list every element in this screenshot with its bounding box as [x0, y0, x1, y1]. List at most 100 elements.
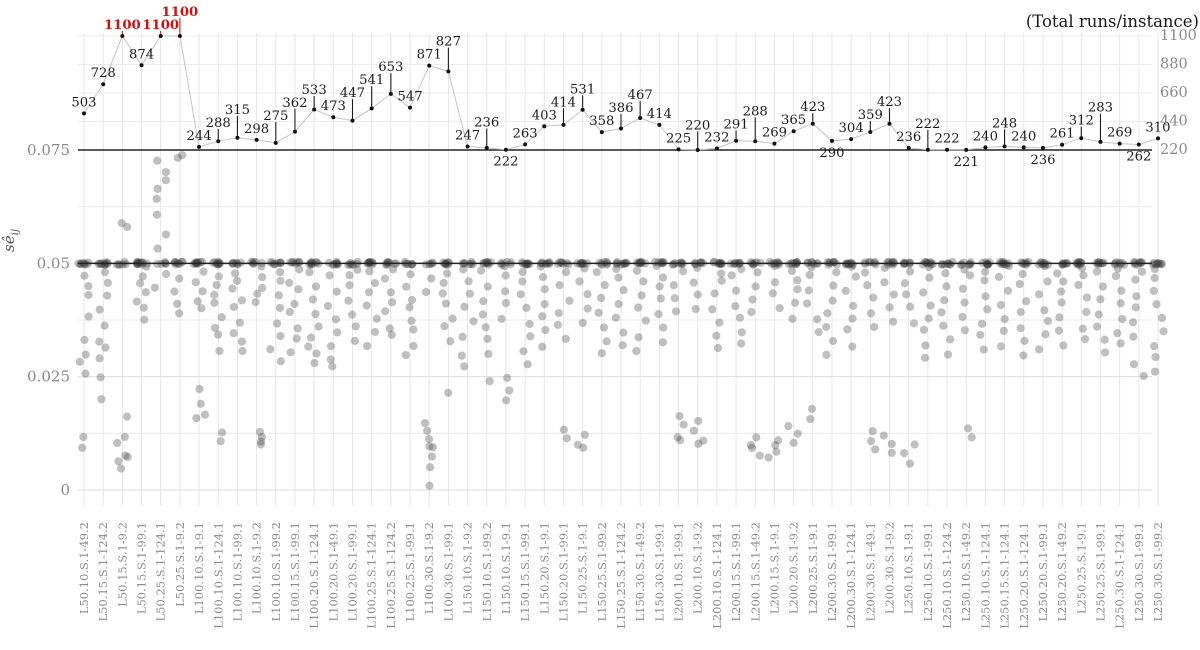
se-point [1043, 277, 1052, 286]
se-point [1149, 286, 1158, 295]
se-point [503, 258, 512, 267]
se-point [469, 317, 478, 326]
runs-value-label: 310 [1145, 120, 1170, 135]
se-point [580, 264, 589, 273]
se-point [1081, 335, 1090, 344]
se-point [237, 337, 247, 346]
x-tick-label: L100.30.S.1-9.2 [422, 522, 436, 614]
se-point [95, 337, 104, 346]
se-point [727, 271, 736, 280]
se-point [673, 432, 682, 442]
runs-value-label: 414 [647, 107, 672, 122]
se-point [926, 258, 935, 267]
se-point [641, 316, 650, 325]
runs-point [408, 105, 413, 110]
se-point [287, 258, 297, 267]
se-point [518, 267, 527, 277]
runs-point [235, 135, 240, 140]
left-tick-label: 0.025 [27, 368, 70, 386]
se-point [1059, 277, 1068, 286]
runs-value-label: 236 [1030, 153, 1055, 168]
se-point [618, 341, 627, 350]
se-point [561, 334, 570, 343]
runs-value-label: 1100 [142, 18, 179, 33]
se-point [1153, 259, 1162, 268]
se-point [885, 303, 894, 312]
x-tick-label: L100.20.S.1-124.1 [307, 522, 321, 629]
se-point [937, 308, 946, 317]
se-point [293, 324, 302, 333]
se-point [311, 258, 320, 267]
se-point [312, 349, 321, 358]
se-point [286, 258, 295, 267]
se-point [1157, 259, 1167, 268]
se-point [677, 260, 686, 269]
se-point [828, 296, 837, 305]
se-point [963, 424, 973, 433]
se-point [669, 260, 678, 269]
se-point [1000, 314, 1009, 324]
se-point [538, 272, 548, 282]
se-point [325, 271, 334, 280]
se-point [565, 296, 574, 305]
se-point [333, 260, 342, 269]
se-point [751, 282, 760, 291]
runs-value-label: 467 [628, 88, 653, 103]
runs-value-label: 222 [493, 155, 518, 170]
se-point [444, 388, 453, 397]
se-point [960, 326, 969, 335]
se-point [807, 404, 817, 413]
x-tick-label: L250.30.S.1-99.1 [1132, 522, 1146, 621]
se-point [656, 294, 665, 303]
se-point [1133, 260, 1142, 269]
runs-point [139, 63, 144, 68]
se-point [861, 258, 870, 267]
se-point [1020, 336, 1029, 345]
runs-value-label: 283 [1088, 101, 1113, 116]
se-point [999, 326, 1008, 335]
se-point [305, 260, 314, 269]
x-tick-label: L50.15.S.1-9.2 [115, 522, 129, 607]
se-point [564, 260, 573, 269]
se-point [1111, 271, 1120, 281]
x-tick-label: L200.25.S.1-9.1 [806, 522, 820, 614]
se-point [484, 260, 493, 269]
runs-point [331, 115, 336, 120]
se-point [295, 257, 304, 266]
runs-point [753, 139, 758, 144]
runs-point [273, 140, 278, 145]
se-point [967, 433, 976, 442]
se-point [310, 359, 319, 368]
runs-value-label: 269 [762, 126, 787, 141]
left-axis-tick-labels: 0 0.025 0.05 0.075 [27, 141, 70, 499]
runs-value-label: 874 [129, 47, 154, 62]
se-point [333, 260, 342, 269]
se-point [774, 436, 783, 445]
se-point [1018, 269, 1027, 279]
se-point [458, 332, 467, 341]
se-point [1059, 260, 1068, 269]
x-tick-label: L100.20.S.1-49.1 [326, 522, 340, 621]
se-point [275, 303, 285, 312]
se-point [790, 298, 800, 307]
y-axis-label: sêij [0, 228, 21, 252]
se-point [1131, 303, 1140, 312]
se-point [481, 323, 490, 332]
se-point [804, 286, 813, 295]
se-point [256, 440, 266, 449]
se-point [427, 452, 437, 461]
se-point [78, 443, 87, 452]
se-point [940, 296, 949, 305]
runs-value-label: 503 [71, 95, 96, 110]
runs-value-label: 304 [839, 121, 864, 136]
se-point [150, 283, 160, 292]
se-point [848, 342, 857, 351]
se-point [617, 260, 626, 269]
se-point [326, 355, 335, 364]
runs-value-label: 312 [1069, 114, 1094, 129]
se-point [421, 287, 431, 297]
se-point [387, 298, 397, 307]
se-point [1128, 318, 1138, 327]
